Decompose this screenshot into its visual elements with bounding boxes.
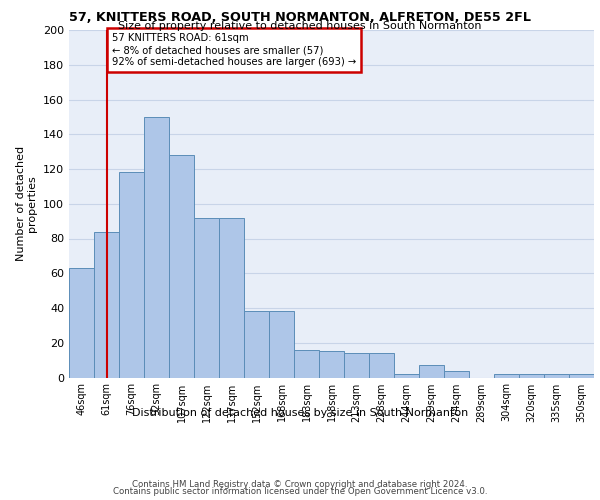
Bar [119, 172, 144, 378]
Bar [194, 218, 219, 378]
Bar [69, 268, 94, 378]
Y-axis label: Number of detached
properties: Number of detached properties [16, 146, 37, 262]
Bar [269, 312, 294, 378]
Text: Contains HM Land Registry data © Crown copyright and database right 2024.: Contains HM Land Registry data © Crown c… [132, 480, 468, 489]
Bar [369, 353, 394, 378]
Bar [219, 218, 244, 378]
Text: 57 KNITTERS ROAD: 61sqm
← 8% of detached houses are smaller (57)
92% of semi-det: 57 KNITTERS ROAD: 61sqm ← 8% of detached… [112, 34, 356, 66]
Bar [319, 352, 344, 378]
Bar [244, 312, 269, 378]
Bar [569, 374, 594, 378]
Bar [444, 370, 469, 378]
Bar [394, 374, 419, 378]
Text: Distribution of detached houses by size in South Normanton: Distribution of detached houses by size … [132, 408, 468, 418]
Bar [419, 366, 444, 378]
Text: 57, KNITTERS ROAD, SOUTH NORMANTON, ALFRETON, DE55 2FL: 57, KNITTERS ROAD, SOUTH NORMANTON, ALFR… [69, 11, 531, 24]
Bar [144, 117, 169, 378]
Bar [294, 350, 319, 378]
Bar [344, 353, 369, 378]
Bar [519, 374, 544, 378]
Text: Contains public sector information licensed under the Open Government Licence v3: Contains public sector information licen… [113, 488, 487, 496]
Bar [494, 374, 519, 378]
Bar [544, 374, 569, 378]
Bar [169, 155, 194, 378]
Text: Size of property relative to detached houses in South Normanton: Size of property relative to detached ho… [118, 21, 482, 31]
Bar [94, 232, 119, 378]
